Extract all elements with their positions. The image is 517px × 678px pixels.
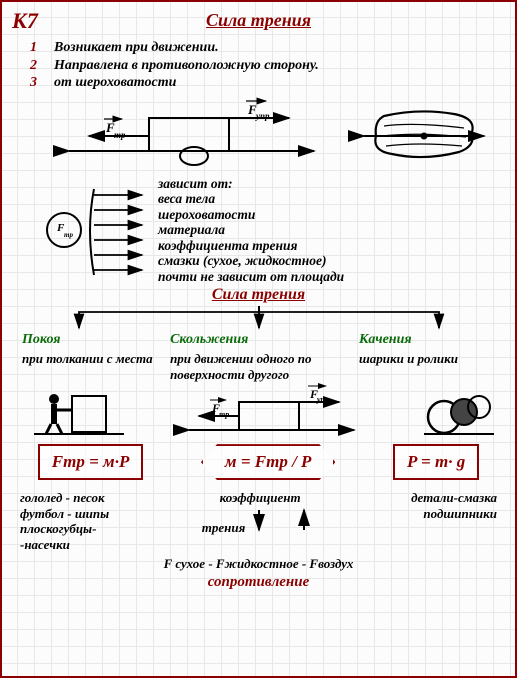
type-desc: при толкании с места (22, 351, 158, 367)
friction-types-line: F сухое - Fжидкостное - Fвоздух (2, 556, 515, 572)
notes-left: гололед - песок футбол - шипы плоскогубц… (20, 490, 109, 552)
type-desc: шарики и ролики (359, 351, 495, 367)
item: от шероховатости (54, 74, 176, 92)
formula-mu: м = Fтр / P (201, 444, 336, 480)
depends-block: F тр зависит от: веса тела шероховатости… (42, 176, 515, 285)
force-diagram: F тр F упр (14, 96, 504, 174)
dep-item: материала (158, 222, 344, 238)
types-row: Покоя при толкании с места Скольжения пр… (2, 332, 515, 382)
item: Направлена в противоположную сторону. (54, 57, 319, 75)
num: 1 (30, 39, 42, 57)
svg-text:тр: тр (219, 410, 229, 419)
dep-item: шероховатости (158, 207, 344, 223)
tree-title: Сила трения (2, 286, 515, 304)
formula-ftr: Fтр = м·P (38, 444, 144, 480)
num: 2 (30, 57, 42, 75)
formulas-row: Fтр = м·P м = Fтр / P P = m· g (2, 440, 515, 484)
item: Возникает при движении. (54, 39, 219, 57)
page-title: Сила трения (2, 10, 515, 31)
dep-item: смазки (сухое, жидкостное) (158, 253, 344, 269)
formula-p: P = m· g (393, 444, 479, 480)
depends-icon: F тр (42, 177, 152, 283)
num: 3 (30, 74, 42, 92)
svg-text:упр: упр (316, 395, 329, 404)
type-desc: при движении одного по поверхности друго… (170, 351, 347, 382)
bottom-notes: гололед - песок футбол - шипы плоскогубц… (2, 484, 515, 552)
dep-item: веса тела (158, 191, 344, 207)
depends-head: зависит от: (158, 176, 344, 192)
svg-text:упр: упр (255, 111, 270, 121)
type-head: Скольжения (170, 332, 347, 349)
properties-list: 1 Возникает при движении. 2 Направлена в п… (30, 39, 515, 92)
dep-item: почти не зависит от площади (158, 269, 344, 285)
depends-list: зависит от: веса тела шероховатости мате… (158, 176, 344, 285)
tree-branches (19, 304, 499, 332)
dep-item: коэффициента трения (158, 238, 344, 254)
notes-right: детали-смазка подшипники (411, 490, 497, 552)
svg-text:тр: тр (64, 231, 73, 239)
type-head: Покоя (22, 332, 158, 349)
type-diagrams: Fтр Fупр (14, 382, 504, 440)
notes-mid: коэффициент трения (202, 490, 319, 552)
page-code: К7 (12, 8, 38, 34)
type-head: Качения (359, 332, 495, 349)
svg-text:тр: тр (114, 130, 126, 140)
resistance-label: сопротивление (2, 574, 515, 591)
